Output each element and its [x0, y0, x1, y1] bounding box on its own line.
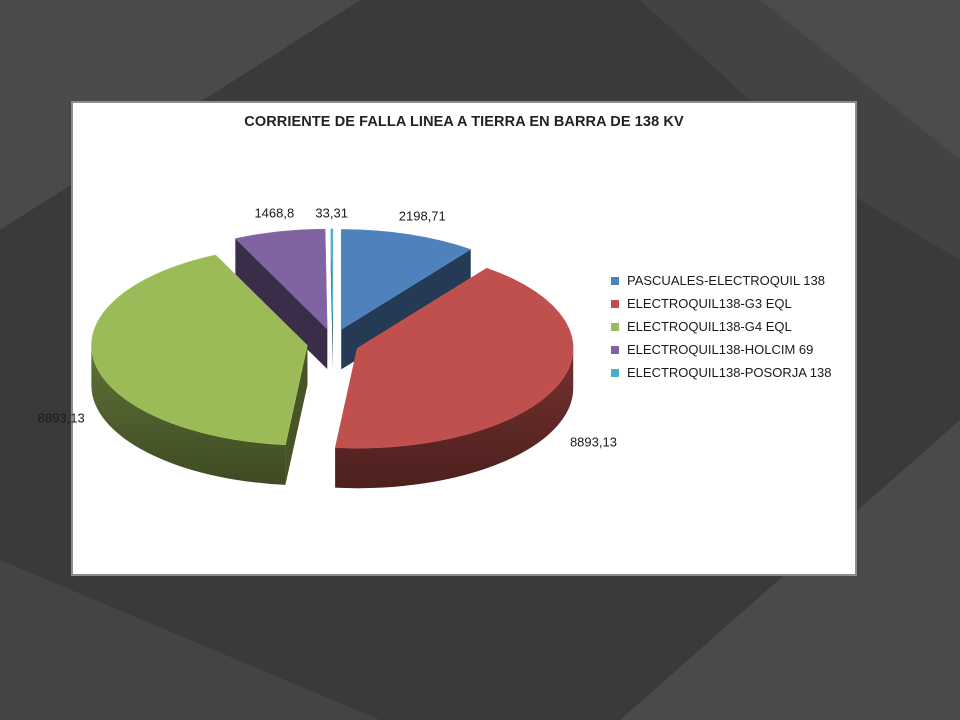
legend-item-1: PASCUALES-ELECTROQUIL 138 — [611, 269, 831, 292]
legend-label-1: PASCUALES-ELECTROQUIL 138 — [627, 273, 825, 288]
chart-title: CORRIENTE DE FALLA LINEA A TIERRA EN BAR… — [244, 114, 684, 130]
pie-slice-2 — [334, 267, 574, 489]
pie-chart-plot — [91, 228, 574, 489]
legend-swatch-1 — [611, 276, 619, 285]
legend-swatch-5 — [611, 368, 619, 377]
legend-swatch-3 — [611, 322, 619, 331]
legend-item-3: ELECTROQUIL138-G4 EQL — [611, 315, 831, 338]
chart-legend: PASCUALES-ELECTROQUIL 138 ELECTROQUIL138-… — [611, 269, 831, 384]
data-label-2: 8893,13 — [569, 434, 617, 450]
legend-item-5: ELECTROQUIL138-POSORJA 138 — [611, 361, 831, 384]
data-label-5: 33,31 — [315, 205, 348, 221]
legend-label-4: ELECTROQUIL138-HOLCIM 69 — [627, 342, 814, 357]
legend-item-4: ELECTROQUIL138-HOLCIM 69 — [611, 338, 831, 361]
legend-label-3: ELECTROQUIL138-G4 EQL — [627, 319, 792, 334]
legend-swatch-4 — [611, 345, 619, 354]
data-label-1: 2198,71 — [398, 208, 446, 224]
data-label-3: 8893,13 — [37, 410, 85, 426]
chart-area: CORRIENTE DE FALLA LINEA A TIERRA EN BAR… — [38, 101, 857, 576]
pie-slice-4 — [234, 228, 328, 370]
data-label-4: 1468,8 — [254, 205, 295, 221]
legend-item-2: ELECTROQUIL138-G3 EQL — [611, 292, 831, 315]
legend-swatch-2 — [611, 299, 619, 308]
legend-label-2: ELECTROQUIL138-G3 EQL — [627, 296, 792, 311]
pie-slice-3 — [91, 254, 308, 485]
legend-label-5: ELECTROQUIL138-POSORJA 138 — [627, 365, 832, 380]
pie-slice-5 — [330, 228, 334, 369]
